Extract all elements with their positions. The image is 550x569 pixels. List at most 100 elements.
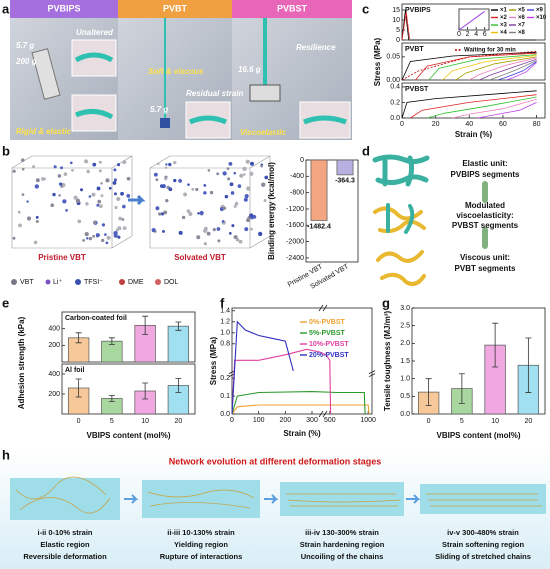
x-axis-label: Strain (%) — [455, 130, 493, 139]
weight — [249, 84, 281, 102]
atom — [227, 177, 231, 181]
atom — [121, 218, 125, 221]
atom — [234, 201, 239, 206]
sim-box — [149, 155, 271, 249]
x-tick-label: 6 — [483, 31, 487, 38]
atom — [88, 195, 92, 198]
atom — [207, 169, 211, 172]
atom — [231, 224, 235, 228]
legend-icon — [155, 279, 161, 285]
series-line — [231, 320, 294, 415]
error-bar — [175, 321, 182, 331]
legend-label: 0%-PVBST — [309, 319, 346, 326]
x-axis-label: Strain (%) — [283, 429, 321, 438]
atom — [217, 239, 221, 243]
atom — [117, 235, 121, 239]
series-line — [231, 391, 366, 415]
panel-letter: f — [220, 295, 225, 310]
x-axis-label: VBIPS content (mol%) — [86, 431, 170, 440]
axis-break — [228, 370, 376, 377]
atom — [222, 206, 227, 210]
atom — [250, 161, 254, 166]
series-line — [477, 102, 537, 119]
atom — [178, 230, 183, 235]
state-label: Pristine VBT — [38, 253, 86, 262]
atom — [18, 223, 22, 228]
atom — [183, 192, 188, 197]
stage-caption: Rupture of interactions — [160, 552, 243, 561]
sample-header: PVBST — [277, 3, 308, 13]
atom — [17, 210, 21, 214]
atom — [113, 231, 118, 236]
x-axis-label: VBIPS content (mol%) — [436, 431, 520, 440]
y-tick-label: 200 — [48, 391, 60, 398]
atom — [168, 162, 172, 167]
series-line — [458, 10, 485, 31]
atom — [106, 235, 111, 240]
atom — [126, 194, 131, 198]
atom — [122, 160, 127, 165]
legend-label: ×9 — [536, 8, 544, 14]
atom — [122, 226, 127, 230]
schematic-label: Viscous unit: — [460, 253, 510, 262]
atom — [197, 212, 200, 215]
atom — [101, 238, 105, 243]
legend-label: ×5 — [518, 8, 526, 14]
network — [372, 154, 430, 187]
series-line — [497, 61, 537, 81]
atom — [165, 198, 169, 203]
atom — [57, 174, 62, 178]
atom — [35, 215, 39, 219]
photo-label: Residual strain — [186, 89, 243, 98]
atom — [59, 182, 63, 186]
y-tick-label: 0.0 — [400, 411, 410, 418]
atom — [92, 234, 96, 238]
x-tick-label: 10 — [141, 418, 149, 425]
sample-header: PVBT — [163, 3, 188, 13]
sample-header: PVBIPS — [47, 3, 80, 13]
atom — [249, 213, 254, 218]
series-line — [452, 98, 537, 119]
schematic-label: PVBT segments — [455, 264, 516, 273]
legend-label: ×3 — [500, 23, 508, 29]
atom — [92, 220, 97, 225]
photo-label: Resilience — [296, 43, 336, 52]
atom — [203, 191, 207, 195]
atom — [228, 161, 233, 166]
plot-frame — [231, 307, 373, 415]
atom — [82, 238, 85, 242]
atom — [216, 227, 221, 231]
atom — [86, 237, 89, 240]
atom — [188, 211, 193, 216]
atom — [60, 166, 63, 170]
atom — [230, 191, 235, 195]
stage-image — [142, 480, 260, 518]
atom — [77, 219, 82, 224]
atom — [53, 165, 57, 169]
atom — [98, 204, 103, 209]
atom — [216, 172, 220, 176]
atom — [264, 175, 269, 180]
plot-frame — [61, 363, 196, 415]
y-axis-label: Stress (MPa) — [373, 37, 382, 86]
atom — [84, 232, 89, 237]
atom — [209, 190, 214, 195]
atom — [33, 240, 38, 245]
series-line — [489, 60, 537, 81]
atom — [12, 169, 16, 173]
legend-label: ×6 — [518, 15, 526, 21]
atom — [21, 193, 25, 196]
legend-text: DOL — [164, 279, 179, 286]
weight — [31, 48, 61, 100]
legend-icon — [75, 279, 81, 285]
stage-caption: iv-v 300-480% strain — [447, 528, 519, 537]
atom — [161, 229, 165, 233]
atom — [116, 196, 121, 201]
atom — [26, 200, 29, 203]
panel-title: PVBST — [405, 86, 429, 93]
stage-image — [420, 484, 546, 514]
x-tick-label: 0 — [77, 418, 81, 425]
series-line — [231, 348, 332, 415]
atom — [26, 216, 32, 221]
x-tick-label: 10 — [491, 418, 499, 425]
